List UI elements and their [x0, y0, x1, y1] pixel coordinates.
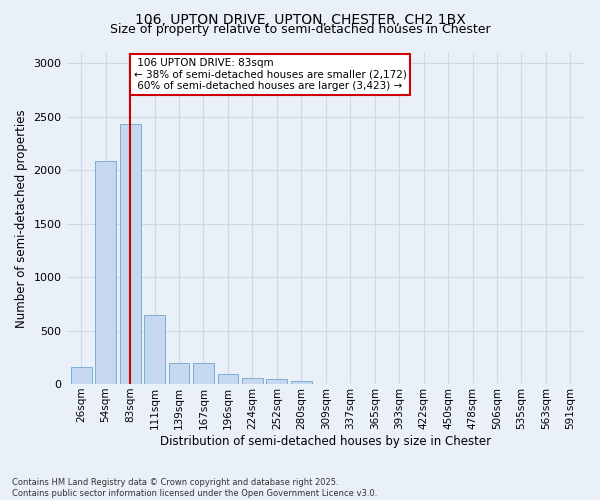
Bar: [144, 314, 165, 384]
Bar: [266, 378, 287, 384]
Y-axis label: Number of semi-detached properties: Number of semi-detached properties: [15, 109, 28, 328]
Text: Size of property relative to semi-detached houses in Chester: Size of property relative to semi-detach…: [110, 22, 490, 36]
Bar: [193, 363, 214, 384]
Bar: [242, 378, 263, 384]
Bar: [218, 374, 238, 384]
Bar: [95, 160, 116, 384]
Bar: [71, 368, 92, 384]
Text: 106, UPTON DRIVE, UPTON, CHESTER, CH2 1BX: 106, UPTON DRIVE, UPTON, CHESTER, CH2 1B…: [134, 12, 466, 26]
X-axis label: Distribution of semi-detached houses by size in Chester: Distribution of semi-detached houses by …: [160, 434, 491, 448]
Bar: [291, 381, 312, 384]
Text: Contains HM Land Registry data © Crown copyright and database right 2025.
Contai: Contains HM Land Registry data © Crown c…: [12, 478, 377, 498]
Bar: [120, 124, 140, 384]
Text: 106 UPTON DRIVE: 83sqm
← 38% of semi-detached houses are smaller (2,172)
 60% of: 106 UPTON DRIVE: 83sqm ← 38% of semi-det…: [134, 58, 407, 91]
Bar: [169, 363, 190, 384]
